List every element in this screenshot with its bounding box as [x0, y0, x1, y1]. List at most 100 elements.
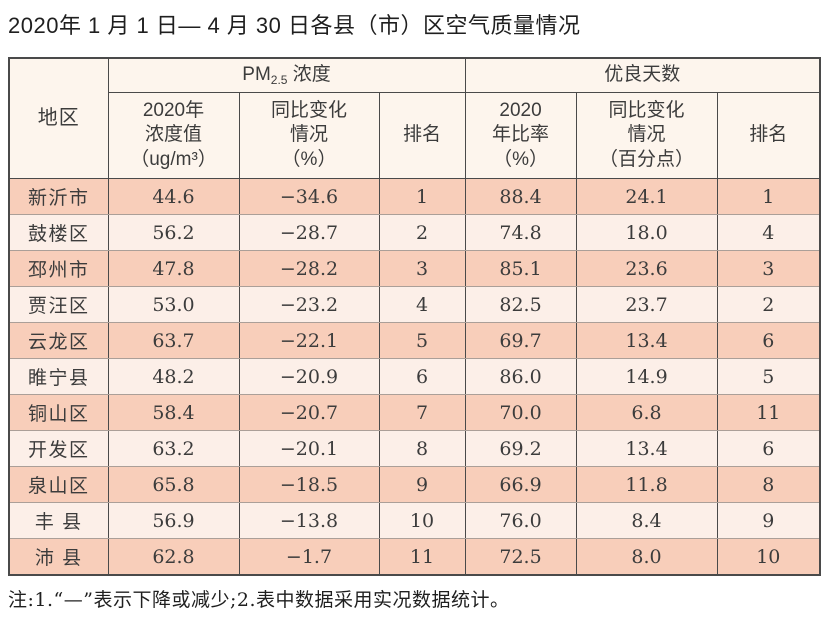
region-cell: 睢宁县	[8, 358, 109, 395]
ratio-rank-cell: 11	[716, 394, 821, 431]
ratio-rank-cell: 1	[716, 178, 821, 215]
ratio-cell: 69.2	[464, 430, 577, 467]
pm-rank-cell: 3	[378, 250, 466, 287]
pm-value-cell: 44.6	[107, 178, 240, 215]
pm25-label-subscript: 2.5	[270, 72, 288, 87]
pm-rank-cell: 8	[378, 430, 466, 467]
ratio-change-cell: 13.4	[575, 430, 718, 467]
ratio-rank-cell: 6	[716, 322, 821, 359]
pm-value-cell: 63.2	[107, 430, 240, 467]
ratio-change-cell: 24.1	[575, 178, 718, 215]
pm-change-column-header: 同比变化 情况 （%）	[238, 92, 380, 179]
pm-change-cell: −18.5	[238, 466, 380, 503]
ratio-change-cell: 18.0	[575, 214, 718, 251]
pm-value-cell: 58.4	[107, 394, 240, 431]
pm-rank-column-header: 排名	[378, 92, 466, 179]
good-days-group-header: 优良天数	[464, 57, 821, 93]
table-row: 新沂市 44.6 −34.6 1 88.4 24.1 1	[8, 178, 821, 215]
pm-rank-cell: 5	[378, 322, 466, 359]
ratio-rank-cell: 4	[716, 214, 821, 251]
ratio-cell: 69.7	[464, 322, 577, 359]
region-cell: 泉山区	[8, 466, 109, 503]
footnote: 注:1.“—”表示下降或减少;2.表中数据采用实况数据统计。	[8, 589, 510, 611]
pm-value-cell: 65.8	[107, 466, 240, 503]
ratio-cell: 66.9	[464, 466, 577, 503]
region-cell: 开发区	[8, 430, 109, 467]
ratio-change-cell: 23.6	[575, 250, 718, 287]
ratio-rank-cell: 5	[716, 358, 821, 395]
pm-change-cell: −34.6	[238, 178, 380, 215]
pm-change-cell: −28.2	[238, 250, 380, 287]
region-cell: 邳州市	[8, 250, 109, 287]
header-sub-row: 2020年 浓度值 （ug/m³） 同比变化 情况 （%） 排名 2020 年比…	[9, 92, 821, 179]
table-row: 泉山区 65.8 −18.5 9 66.9 11.8 8	[8, 466, 821, 503]
pm-change-cell: −20.7	[238, 394, 380, 431]
pm25-label-prefix: PM	[242, 63, 271, 85]
pm-rank-cell: 6	[378, 358, 466, 395]
pm-value-cell: 56.9	[107, 502, 240, 539]
region-cell: 丰 县	[8, 502, 109, 539]
region-cell: 新沂市	[8, 178, 109, 215]
pm-change-cell: −23.2	[238, 286, 380, 323]
table-row: 鼓楼区 56.2 −28.7 2 74.8 18.0 4	[8, 214, 821, 251]
pm-value-cell: 48.2	[107, 358, 240, 395]
ratio-change-cell: 8.0	[575, 538, 718, 576]
pm-rank-cell: 4	[378, 286, 466, 323]
table-row: 睢宁县 48.2 −20.9 6 86.0 14.9 5	[8, 358, 821, 395]
pm-change-cell: −28.7	[238, 214, 380, 251]
pm-change-cell: −1.7	[238, 538, 380, 576]
pm25-label-suffix: 浓度	[287, 63, 331, 85]
pm-rank-cell: 9	[378, 466, 466, 503]
page-title: 2020年 1 月 1 日— 4 月 30 日各县（市）区空气质量情况	[8, 13, 581, 38]
pm-value-cell: 62.8	[107, 538, 240, 576]
ratio-change-cell: 6.8	[575, 394, 718, 431]
ratio-cell: 88.4	[464, 178, 577, 215]
pm-value-cell: 53.0	[107, 286, 240, 323]
pm-change-cell: −13.8	[238, 502, 380, 539]
pm-rank-cell: 10	[378, 502, 466, 539]
region-cell: 云龙区	[8, 322, 109, 359]
ratio-change-cell: 14.9	[575, 358, 718, 395]
table-row: 邳州市 47.8 −28.2 3 85.1 23.6 3	[8, 250, 821, 287]
ratio-change-cell: 23.7	[575, 286, 718, 323]
ratio-rank-cell: 6	[716, 430, 821, 467]
table-header: 地区 PM2.5 浓度 优良天数 2020年 浓度值 （ug/m³） 同比变化 …	[8, 57, 821, 179]
header-group-row: 地区 PM2.5 浓度 优良天数	[8, 57, 821, 179]
region-cell: 鼓楼区	[8, 214, 109, 251]
ratio-cell: 76.0	[464, 502, 577, 539]
ratio-cell: 85.1	[464, 250, 577, 287]
ratio-rank-cell: 3	[716, 250, 821, 287]
pm-change-cell: −20.9	[238, 358, 380, 395]
ratio-cell: 74.8	[464, 214, 577, 251]
ratio-value-column-header: 2020 年比率 （%）	[464, 92, 577, 179]
ratio-rank-cell: 9	[716, 502, 821, 539]
ratio-rank-cell: 2	[716, 286, 821, 323]
ratio-rank-cell: 8	[716, 466, 821, 503]
table-row: 沛 县 62.8 −1.7 11 72.5 8.0 10	[8, 538, 821, 576]
pm-change-cell: −20.1	[238, 430, 380, 467]
table-row: 开发区 63.2 −20.1 8 69.2 13.4 6	[8, 430, 821, 467]
pm-value-cell: 47.8	[107, 250, 240, 287]
table-body: 新沂市 44.6 −34.6 1 88.4 24.1 1 鼓楼区 56.2 −28.7 2 74.8 1…	[8, 178, 821, 576]
ratio-cell: 70.0	[464, 394, 577, 431]
ratio-change-cell: 8.4	[575, 502, 718, 539]
pm-value-cell: 63.7	[107, 322, 240, 359]
table-row: 贾汪区 53.0 −23.2 4 82.5 23.7 2	[8, 286, 821, 323]
table-row: 铜山区 58.4 −20.7 7 70.0 6.8 11	[8, 394, 821, 431]
region-cell: 铜山区	[8, 394, 109, 431]
ratio-rank-cell: 10	[716, 538, 821, 576]
ratio-change-cell: 11.8	[575, 466, 718, 503]
ratio-cell: 82.5	[464, 286, 577, 323]
pm-rank-cell: 2	[378, 214, 466, 251]
table-row: 丰 县 56.9 −13.8 10 76.0 8.4 9	[8, 502, 821, 539]
ratio-rank-column-header: 排名	[716, 92, 821, 179]
pm-rank-cell: 11	[378, 538, 466, 576]
air-quality-table: 地区 PM2.5 浓度 优良天数 2020年 浓度值 （ug/m³） 同比变化 …	[8, 57, 822, 576]
region-cell: 贾汪区	[8, 286, 109, 323]
ratio-change-cell: 13.4	[575, 322, 718, 359]
ratio-change-column-header: 同比变化 情况 （百分点）	[575, 92, 718, 179]
ratio-cell: 86.0	[464, 358, 577, 395]
pm25-group-header: PM2.5 浓度	[107, 57, 466, 93]
pm-rank-cell: 1	[378, 178, 466, 215]
